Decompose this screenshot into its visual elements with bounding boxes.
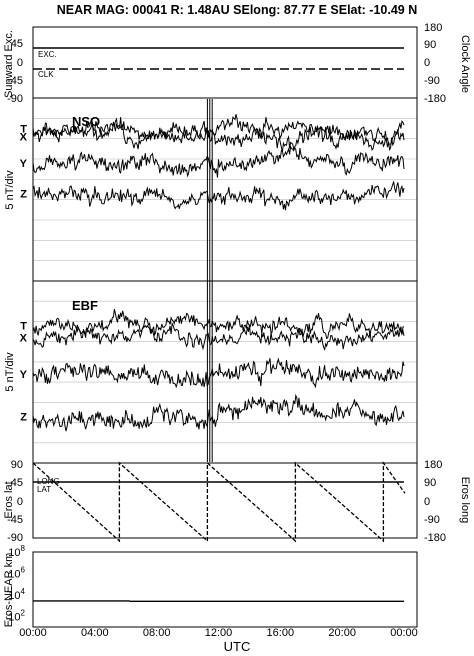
- eros-ytick-right: -90: [424, 514, 440, 526]
- angles-ylabel-right: Clock Angle: [459, 35, 471, 93]
- x-tick-label: 08:00: [143, 627, 171, 639]
- ebf-panel: EBF TX Y Z 5 nT/div: [4, 280, 418, 464]
- x-tick-label: 00:00: [390, 627, 418, 639]
- range-ytick: 106: [8, 565, 25, 580]
- eros-panel: 90 45 0 -45 -90 180 90 0 -90 -180 LONG L…: [3, 459, 471, 544]
- eros-ylabel-right: Eros long: [459, 477, 471, 523]
- nso-series-label: Y: [20, 158, 28, 170]
- x-axis-label: UTC: [224, 639, 251, 654]
- eros-ytick: 90: [11, 459, 23, 471]
- eros-ylabel-left: Eros lat: [3, 481, 15, 518]
- eros-long-label: LONG: [37, 477, 60, 486]
- ebf-series-label: Y: [20, 369, 28, 381]
- angles-ytick-right: 90: [424, 39, 436, 51]
- x-tick-label: 20:00: [328, 627, 356, 639]
- ebf-traces: [32, 308, 405, 432]
- figure-header: NEAR MAG: 00041 R: 1.48AU SElong: 87.77 …: [57, 3, 418, 17]
- exc-series-label: EXC.: [38, 50, 57, 59]
- clk-series-label: CLK: [38, 70, 54, 79]
- x-tick-label: 12:00: [205, 627, 233, 639]
- range-ytick: 104: [8, 587, 25, 602]
- range-ylabel: Eros-NEAR km: [3, 553, 15, 628]
- x-axis-ticks: 00:00 04:00 08:00 12:00 16:00 20:00 00:00: [19, 627, 418, 639]
- nso-ylabel: 5 nT/div: [4, 170, 16, 210]
- eros-lat-label: LAT: [37, 485, 51, 494]
- nso-series-label: Z: [20, 189, 27, 201]
- nso-grid: [33, 118, 417, 261]
- x-tick-label: 16:00: [267, 627, 295, 639]
- angles-ytick-right: 180: [424, 22, 442, 34]
- eros-ytick-right: 0: [424, 496, 430, 508]
- nso-traces: [32, 114, 405, 211]
- nso-series-x: [32, 117, 405, 153]
- eros-yticks-left: 90 45 0 -45 -90: [7, 459, 23, 544]
- nso-series-y: [32, 145, 405, 178]
- nso-series-z: [32, 180, 405, 211]
- ebf-ylabel: 5 nT/div: [4, 352, 16, 392]
- eros-yticks-right: 180 90 0 -90 -180: [424, 459, 446, 544]
- x-tick-label: 04:00: [81, 627, 109, 639]
- angles-ytick: -45: [7, 75, 23, 87]
- nso-series-label: T: [20, 124, 27, 136]
- angles-ytick-right: -180: [424, 93, 446, 105]
- nso-series-label: X: [20, 132, 28, 144]
- eros-ytick: 45: [11, 477, 23, 489]
- eros-ytick: 0: [17, 496, 23, 508]
- eros-ytick-right: 90: [424, 477, 436, 489]
- spike-lines: [206, 99, 213, 462]
- angles-ytick: -90: [7, 93, 23, 105]
- eros-ytick: -45: [7, 514, 23, 526]
- range-panel: 102 104 106 108 Eros-NEAR km: [3, 544, 418, 628]
- nso-series-t: [32, 114, 405, 145]
- angles-ytick-right: 0: [424, 57, 430, 69]
- ebf-series-z: [32, 393, 405, 432]
- angles-yticks-right: 180 90 0 -90 -180: [424, 22, 446, 105]
- eros-ytick-right: -180: [424, 532, 446, 544]
- range-panel-frame: [32, 551, 418, 628]
- eros-panel-frame: [32, 462, 418, 539]
- nso-series-labels: TX Y Z: [20, 124, 28, 201]
- ebf-series-y: [32, 357, 405, 389]
- x-tick-label: 00:00: [19, 627, 47, 639]
- ebf-panel-title: EBF: [72, 298, 98, 313]
- angles-ytick-right: -90: [424, 75, 440, 87]
- range-ytick: 102: [8, 608, 25, 623]
- ebf-series-labels: TX Y Z: [20, 321, 28, 424]
- angles-ytick: 45: [11, 38, 23, 50]
- angles-yticks-left: 45 0 -45 -90: [7, 38, 23, 105]
- eros-ytick-right: 180: [424, 459, 442, 471]
- ebf-series-label: Z: [20, 412, 27, 424]
- ebf-series-t: [32, 308, 405, 340]
- range-ytick: 108: [8, 544, 25, 559]
- angles-panel: 45 0 -45 -90 180 90 0 -90 -180 EXC. CLK …: [3, 22, 471, 105]
- range-yticks: 102 104 106 108: [8, 544, 25, 623]
- ebf-series-label: X: [20, 333, 28, 345]
- ebf-series-label: T: [20, 321, 27, 333]
- angles-ylabel-left: Sunward Exc.: [3, 30, 15, 98]
- angles-panel-frame: [32, 26, 418, 99]
- eros-long-line: [32, 460, 406, 543]
- angles-ytick: 0: [17, 57, 23, 69]
- eros-ytick: -90: [7, 532, 23, 544]
- ebf-series-x: [32, 321, 405, 351]
